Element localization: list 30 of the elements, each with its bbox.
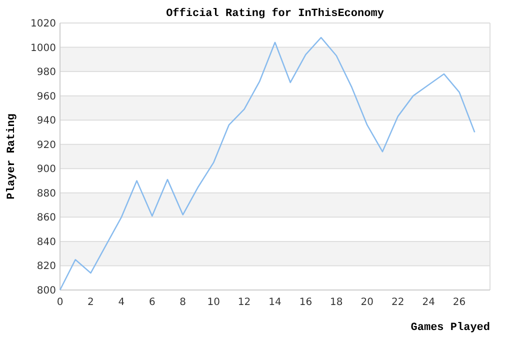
x-tick-label: 22: [391, 297, 404, 308]
y-tick-label: 900: [36, 164, 56, 176]
chart-title: Official Rating for InThisEconomy: [166, 7, 384, 20]
x-axis-title: Games Played: [410, 322, 490, 334]
x-tick-label: 6: [148, 297, 156, 308]
y-tick-label: 1020: [30, 18, 56, 30]
y-tick-label: 1000: [30, 42, 56, 54]
x-tick-label: 26: [452, 297, 466, 308]
x-tick-label: 4: [118, 297, 125, 308]
y-tick-label: 820: [36, 261, 56, 272]
y-tick-label: 880: [36, 188, 56, 200]
y-tick-label: 920: [36, 140, 56, 151]
line-series: [59, 36, 476, 291]
y-tick-label: 860: [36, 212, 56, 224]
x-tick-label: 24: [422, 297, 435, 308]
x-tick-label: 2: [88, 297, 94, 308]
y-tick-label: 840: [36, 236, 56, 248]
x-tick-label: 0: [56, 297, 64, 308]
y-tick-label: 800: [36, 286, 56, 296]
x-tick-label: 18: [330, 297, 343, 308]
x-tick-label: 20: [360, 297, 374, 308]
x-tick-label: 10: [207, 297, 220, 308]
x-tick-label: 16: [299, 297, 312, 308]
y-tick-label: 940: [36, 116, 56, 127]
y-axis-title: Player Rating: [6, 114, 18, 200]
x-tick-label: 12: [238, 297, 251, 308]
x-tick-label: 8: [180, 297, 186, 308]
y-tick-label: 980: [36, 67, 56, 78]
x-tick-label: 14: [268, 297, 282, 308]
y-tick-label: 960: [36, 91, 56, 102]
